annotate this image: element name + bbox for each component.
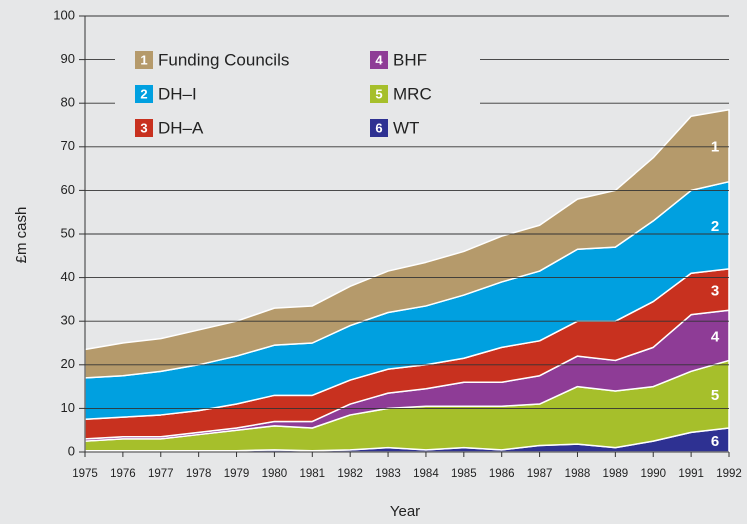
x-tick-label: 1978 bbox=[186, 468, 212, 480]
y-tick-label: 20 bbox=[61, 356, 75, 371]
legend-swatch bbox=[135, 85, 153, 103]
legend-swatch bbox=[370, 85, 388, 103]
legend-label: Funding Councils bbox=[158, 50, 289, 69]
legend-swatch bbox=[370, 119, 388, 137]
legend-label: WT bbox=[393, 118, 419, 137]
area-number: 3 bbox=[711, 283, 719, 300]
x-tick-label: 1982 bbox=[337, 468, 363, 480]
x-tick-label: 1980 bbox=[262, 468, 288, 480]
legend-swatch bbox=[135, 119, 153, 137]
y-tick-label: 40 bbox=[61, 269, 75, 284]
legend-swatch bbox=[370, 51, 388, 69]
legend-label: DH–A bbox=[158, 118, 204, 137]
legend-number: 5 bbox=[375, 86, 382, 101]
x-tick-label: 1977 bbox=[148, 468, 174, 480]
legend-number: 4 bbox=[375, 52, 383, 67]
x-tick-label: 1990 bbox=[640, 468, 666, 480]
legend-number: 3 bbox=[140, 120, 147, 135]
x-tick-label: 1989 bbox=[603, 468, 629, 480]
x-tick-label: 1991 bbox=[678, 468, 704, 480]
legend-label: MRC bbox=[393, 84, 432, 103]
x-axis-label: Year bbox=[390, 503, 420, 520]
legend-label: DH–I bbox=[158, 84, 197, 103]
legend-box bbox=[115, 40, 480, 140]
legend-swatch bbox=[135, 51, 153, 69]
y-tick-label: 50 bbox=[61, 225, 75, 240]
x-tick-label: 1976 bbox=[110, 468, 136, 480]
y-tick-label: 10 bbox=[61, 400, 75, 415]
y-tick-label: 60 bbox=[61, 182, 75, 197]
x-tick-label: 1985 bbox=[451, 468, 477, 480]
legend-number: 1 bbox=[140, 52, 147, 67]
x-tick-label: 1988 bbox=[565, 468, 591, 480]
x-tick-label: 1986 bbox=[489, 468, 515, 480]
x-tick-label: 1992 bbox=[716, 468, 742, 480]
area bbox=[84, 108, 730, 379]
x-tick-label: 1987 bbox=[527, 468, 553, 480]
x-tick-label: 1979 bbox=[224, 468, 250, 480]
x-tick-label: 1975 bbox=[72, 468, 98, 480]
area-number: 4 bbox=[711, 328, 720, 345]
y-tick-label: 90 bbox=[61, 51, 75, 66]
area-number: 5 bbox=[711, 387, 719, 404]
x-tick-label: 1981 bbox=[299, 468, 325, 480]
legend-number: 2 bbox=[140, 86, 147, 101]
area-number: 2 bbox=[711, 218, 719, 235]
y-tick-label: 100 bbox=[53, 7, 75, 22]
y-axis-label: £m cash bbox=[13, 207, 30, 264]
y-tick-label: 0 bbox=[68, 443, 75, 458]
area-number: 6 bbox=[711, 433, 719, 450]
x-tick-label: 1983 bbox=[375, 468, 401, 480]
area-number: 1 bbox=[711, 139, 719, 156]
y-tick-label: 30 bbox=[61, 313, 75, 328]
y-tick-label: 70 bbox=[61, 138, 75, 153]
y-tick-label: 80 bbox=[61, 95, 75, 110]
legend-number: 6 bbox=[375, 120, 382, 135]
legend-label: BHF bbox=[393, 50, 427, 69]
x-tick-label: 1984 bbox=[413, 468, 439, 480]
